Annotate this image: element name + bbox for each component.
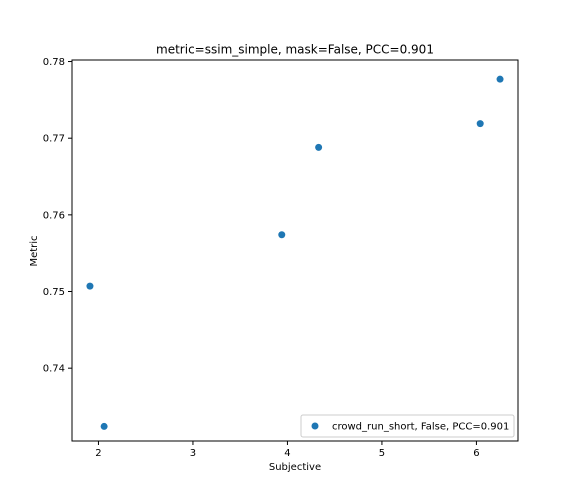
- axes-frame: [71, 59, 519, 442]
- x-tick-label: 2: [95, 448, 101, 459]
- y-tick-label: 0.76: [43, 210, 65, 221]
- data-point: [496, 75, 504, 83]
- x-axis-label: Subjective: [269, 462, 321, 473]
- legend-entry-label: crowd_run_short, False, PCC=0.901: [332, 422, 509, 433]
- y-tick-label: 0.78: [43, 57, 65, 68]
- y-tick-label: 0.77: [43, 134, 65, 145]
- x-tick-label: 5: [379, 448, 385, 459]
- data-point: [315, 143, 323, 151]
- legend: crowd_run_short, False, PCC=0.901: [300, 414, 515, 438]
- x-tick-label: 4: [284, 448, 290, 459]
- y-axis-label: Metric: [29, 235, 40, 266]
- legend-box: [300, 414, 515, 438]
- data-point: [86, 282, 94, 290]
- plot-area: 2 3 4 5 6 0.74 0.75 0.76 0.77 0.78: [43, 57, 519, 459]
- x-tick-label: 6: [473, 448, 479, 459]
- y-tick-label: 0.75: [43, 287, 65, 298]
- legend-marker: [311, 422, 319, 430]
- data-point: [100, 422, 108, 430]
- x-tick-label: 3: [190, 448, 196, 459]
- data-point: [278, 231, 286, 239]
- y-tick-label: 0.74: [43, 364, 65, 375]
- chart-title: metric=ssim_simple, mask=False, PCC=0.90…: [156, 43, 434, 57]
- data-point: [476, 120, 484, 128]
